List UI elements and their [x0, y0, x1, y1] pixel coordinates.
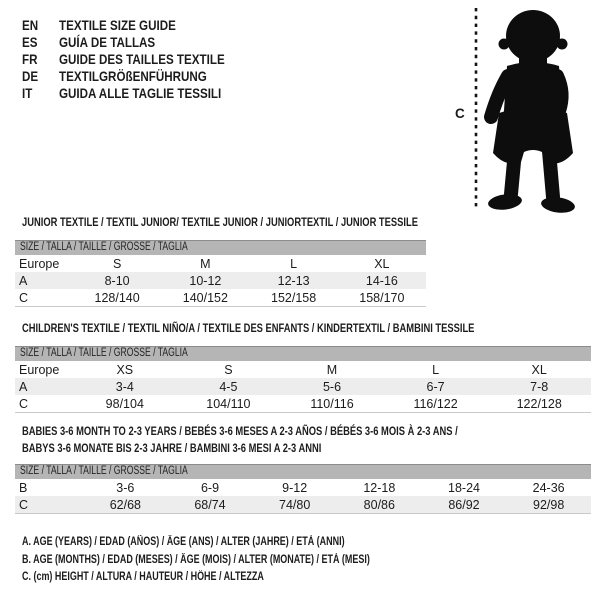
children-table-title: CHILDREN'S TEXTILE / TEXTIL NIÑO/A / TEX… [22, 321, 475, 335]
row-label: A [19, 379, 28, 394]
table-row-height-cm: C 128/140 140/152 152/158 158/170 [15, 289, 426, 306]
legend-footnotes: A. AGE (YEARS) / EDAD (AÑOS) / ÂGE (ANS)… [22, 534, 468, 587]
cell: 4-5 [219, 379, 238, 394]
cell: 152/158 [271, 290, 317, 305]
table-row-age-years: A 8-10 10-12 12-13 14-16 [15, 272, 426, 289]
toddler-limbs [484, 69, 569, 204]
language-row-fr: FR GUIDE DES TAILLES TEXTILE [22, 50, 259, 67]
cell: 5-6 [322, 379, 342, 394]
junior-table-rows: Europe S M L XL A 8-10 10-12 12-13 14-16… [15, 255, 426, 307]
cell: 9-12 [282, 480, 308, 495]
cell: 116/122 [413, 396, 458, 411]
language-code: DE [22, 67, 39, 84]
row-label: B [19, 480, 28, 495]
toddler-silhouette [488, 10, 575, 213]
children-table-rows: Europe XS S M L XL A 3-4 4-5 5-6 6-7 7-8… [15, 361, 591, 413]
language-code: IT [22, 84, 33, 101]
cell: XL [531, 362, 547, 377]
language-code: ES [22, 33, 38, 50]
cell: S [112, 256, 122, 271]
guide-title-es: GUÍA DE TALLAS [59, 33, 156, 50]
cell: 68/74 [194, 497, 226, 512]
footnote-height-cm: C. (cm) HEIGHT / ALTURA / HAUTEUR / HÖHE… [22, 571, 264, 583]
cell: 122/128 [516, 396, 562, 411]
row-label: C [19, 290, 29, 305]
language-code: EN [22, 16, 39, 33]
table-row-height-cm: C 62/68 68/74 74/80 80/86 86/92 92/98 [15, 496, 591, 513]
size-header-band: SIZE / TALLA / TAILLE / GRÖSSE / TAGLIA [15, 240, 426, 255]
junior-table-title: JUNIOR TEXTILE / TEXTIL JUNIOR/ TEXTILE … [22, 215, 418, 229]
language-row-es: ES GUÍA DE TALLAS [22, 33, 259, 50]
row-label: C [19, 396, 29, 411]
cell: 128/140 [94, 290, 140, 305]
table-row-sizes: Europe XS S M L XL [15, 361, 591, 378]
cell: M [326, 362, 338, 377]
cell: 7-8 [530, 379, 549, 394]
guide-title-fr: GUIDE DES TAILLES TEXTILE [59, 50, 225, 67]
table-row-age-months: B 3-6 6-9 9-12 12-18 18-24 24-36 [15, 479, 591, 496]
footnote-age-years: A. AGE (YEARS) / EDAD (AÑOS) / ÂGE (ANS)… [22, 536, 345, 548]
language-row-de: DE TEXTILGRÖßENFÜHRUNG [22, 67, 259, 84]
cell: 140/152 [182, 290, 228, 305]
guide-title-de: TEXTILGRÖßENFÜHRUNG [59, 67, 207, 84]
cell: L [290, 256, 298, 271]
cell: XS [116, 362, 134, 377]
cell: 74/80 [279, 497, 311, 512]
size-header-band: SIZE / TALLA / TAILLE / GRÖSSE / TAGLIA [15, 464, 591, 479]
cell: 6-7 [426, 379, 445, 394]
language-row-en: EN TEXTILE SIZE GUIDE [22, 16, 259, 33]
baby-figure [474, 8, 575, 213]
language-row-it: IT GUIDA ALLE TAGLIE TESSILI [22, 84, 259, 101]
cell: M [200, 256, 211, 271]
language-title-list: EN TEXTILE SIZE GUIDE ES GUÍA DE TALLAS … [22, 16, 259, 101]
babies-table-title: BABIES 3-6 MONTH TO 2-3 YEARS / BEBÉS 3-… [22, 424, 458, 455]
size-header-band: SIZE / TALLA / TAILLE / GRÖSSE / TAGLIA [15, 346, 591, 361]
cell: L [432, 362, 440, 377]
row-label: C [19, 497, 29, 512]
cell: 24-36 [532, 480, 565, 495]
guide-title-it: GUIDA ALLE TAGLIE TESSILI [59, 84, 222, 101]
children-size-table: SIZE / TALLA / TAILLE / GRÖSSE / TAGLIA … [15, 346, 591, 413]
cell: 104/110 [206, 396, 251, 411]
cell: 6-9 [200, 480, 220, 495]
table-row-height-cm: C 98/104 104/110 110/116 116/122 122/128 [15, 395, 591, 412]
cell: 3-4 [115, 379, 134, 394]
cell: 10-12 [189, 273, 222, 288]
cell: 12-13 [277, 273, 310, 288]
cell: 80/86 [363, 497, 395, 512]
row-label: Europe [19, 256, 60, 271]
babies-size-table: SIZE / TALLA / TAILLE / GRÖSSE / TAGLIA … [15, 464, 591, 514]
cell: 12-18 [363, 480, 396, 495]
babies-table-rows: B 3-6 6-9 9-12 12-18 18-24 24-36 C 62/68… [15, 479, 591, 514]
cell: S [224, 362, 233, 377]
cell: 62/68 [109, 497, 141, 512]
table-row-sizes: Europe S M L XL [15, 255, 426, 272]
cell: 110/116 [310, 396, 354, 411]
junior-size-table: SIZE / TALLA / TAILLE / GRÖSSE / TAGLIA … [15, 240, 426, 307]
table-row-age-years: A 3-4 4-5 5-6 6-7 7-8 [15, 378, 591, 395]
footnote-age-months: B. AGE (MONTHS) / EDAD (MESES) / ÂGE (MO… [22, 553, 370, 566]
row-label: A [19, 273, 28, 288]
height-measure-label: C [455, 106, 465, 121]
language-code: FR [22, 50, 38, 67]
cell: 158/170 [359, 290, 405, 305]
row-label: Europe [19, 362, 60, 377]
cell: 18-24 [448, 480, 480, 495]
cell: XL [374, 256, 390, 271]
cell: 8-10 [104, 273, 130, 288]
cell: 86/92 [448, 497, 480, 512]
cell: 3-6 [116, 480, 135, 495]
cell: 14-16 [365, 273, 398, 288]
cell: 98/104 [105, 396, 144, 411]
cell: 92/98 [533, 497, 565, 512]
guide-title-en: TEXTILE SIZE GUIDE [59, 16, 176, 33]
